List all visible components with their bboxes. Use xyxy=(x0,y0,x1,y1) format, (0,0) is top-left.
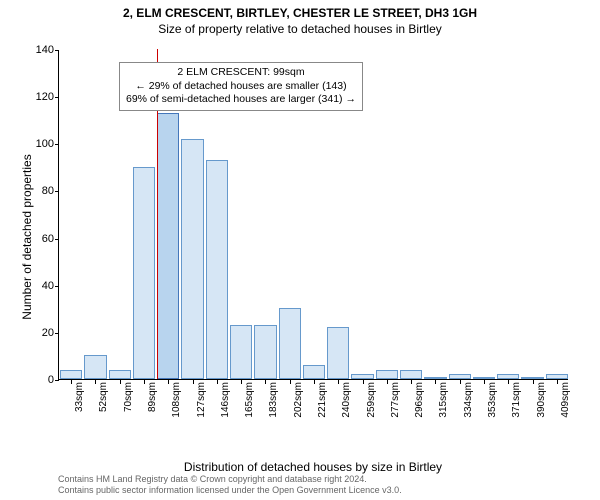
title-line1: 2, ELM CRESCENT, BIRTLEY, CHESTER LE STR… xyxy=(0,6,600,20)
bar xyxy=(376,370,398,379)
bar xyxy=(206,160,228,379)
bar xyxy=(303,365,325,379)
plot-area: 2 ELM CRESCENT: 99sqm ← 29% of detached … xyxy=(58,50,568,380)
x-tick-label: 296sqm xyxy=(414,382,425,422)
x-tick-label: 259sqm xyxy=(366,382,377,422)
x-tick-mark xyxy=(508,380,509,384)
x-tick-label: 33sqm xyxy=(74,382,85,422)
x-tick-mark xyxy=(435,380,436,384)
y-tick-mark xyxy=(55,239,59,240)
x-tick-mark xyxy=(290,380,291,384)
x-tick-mark xyxy=(217,380,218,384)
bar xyxy=(254,325,276,379)
x-tick-mark xyxy=(120,380,121,384)
x-tick-mark xyxy=(557,380,558,384)
y-tick-label: 0 xyxy=(24,374,54,386)
x-tick-mark xyxy=(363,380,364,384)
y-tick-label: 40 xyxy=(24,280,54,292)
chart-area: 2 ELM CRESCENT: 99sqm ← 29% of detached … xyxy=(58,50,568,430)
bar xyxy=(351,374,373,379)
x-tick-label: 240sqm xyxy=(341,382,352,422)
bar xyxy=(546,374,568,379)
footer-line1: Contains HM Land Registry data © Crown c… xyxy=(58,474,402,485)
x-tick-mark xyxy=(144,380,145,384)
x-tick-mark xyxy=(411,380,412,384)
x-tick-mark xyxy=(338,380,339,384)
bar xyxy=(521,377,543,379)
annotation-box: 2 ELM CRESCENT: 99sqm ← 29% of detached … xyxy=(119,62,363,111)
x-tick-mark xyxy=(95,380,96,384)
x-tick-mark xyxy=(460,380,461,384)
y-tick-label: 60 xyxy=(24,233,54,245)
x-tick-mark xyxy=(314,380,315,384)
annotation-line3: 69% of semi-detached houses are larger (… xyxy=(126,93,356,107)
title-line2: Size of property relative to detached ho… xyxy=(0,22,600,36)
y-tick-mark xyxy=(55,191,59,192)
bar xyxy=(497,374,519,379)
bar xyxy=(449,374,471,379)
bar xyxy=(157,113,179,379)
y-tick-mark xyxy=(55,380,59,381)
x-tick-mark xyxy=(387,380,388,384)
x-tick-label: 108sqm xyxy=(171,382,182,422)
bar xyxy=(60,370,82,379)
x-tick-label: 52sqm xyxy=(98,382,109,422)
x-tick-mark xyxy=(71,380,72,384)
x-tick-label: 353sqm xyxy=(487,382,498,422)
y-tick-mark xyxy=(55,286,59,287)
x-tick-label: 165sqm xyxy=(244,382,255,422)
y-tick-label: 20 xyxy=(24,327,54,339)
bar xyxy=(279,308,301,379)
footer-credits: Contains HM Land Registry data © Crown c… xyxy=(58,474,402,496)
x-tick-mark xyxy=(168,380,169,384)
x-tick-label: 127sqm xyxy=(196,382,207,422)
annotation-line1: 2 ELM CRESCENT: 99sqm xyxy=(126,66,356,80)
y-tick-mark xyxy=(55,50,59,51)
bar xyxy=(327,327,349,379)
x-tick-label: 315sqm xyxy=(438,382,449,422)
x-tick-label: 70sqm xyxy=(123,382,134,422)
x-tick-mark xyxy=(193,380,194,384)
x-tick-label: 390sqm xyxy=(536,382,547,422)
bar xyxy=(230,325,252,379)
bar xyxy=(133,167,155,379)
x-tick-mark xyxy=(484,380,485,384)
annotation-line2: ← 29% of detached houses are smaller (14… xyxy=(126,80,356,94)
bar xyxy=(424,377,446,379)
x-tick-label: 277sqm xyxy=(390,382,401,422)
x-tick-mark xyxy=(241,380,242,384)
x-tick-label: 221sqm xyxy=(317,382,328,422)
bar xyxy=(109,370,131,379)
y-tick-label: 100 xyxy=(24,138,54,150)
y-tick-mark xyxy=(55,97,59,98)
bar xyxy=(181,139,203,379)
y-tick-label: 140 xyxy=(24,44,54,56)
x-tick-label: 89sqm xyxy=(147,382,158,422)
x-tick-label: 146sqm xyxy=(220,382,231,422)
y-tick-mark xyxy=(55,144,59,145)
bar xyxy=(400,370,422,379)
x-tick-label: 371sqm xyxy=(511,382,522,422)
x-tick-label: 202sqm xyxy=(293,382,304,422)
y-tick-mark xyxy=(55,333,59,334)
x-axis-label: Distribution of detached houses by size … xyxy=(58,460,568,474)
bar xyxy=(84,355,106,379)
x-tick-mark xyxy=(533,380,534,384)
x-tick-label: 409sqm xyxy=(560,382,571,422)
x-tick-mark xyxy=(265,380,266,384)
footer-line2: Contains public sector information licen… xyxy=(58,485,402,496)
bar xyxy=(473,377,495,379)
y-tick-label: 80 xyxy=(24,185,54,197)
y-tick-label: 120 xyxy=(24,91,54,103)
x-tick-label: 183sqm xyxy=(268,382,279,422)
x-tick-label: 334sqm xyxy=(463,382,474,422)
